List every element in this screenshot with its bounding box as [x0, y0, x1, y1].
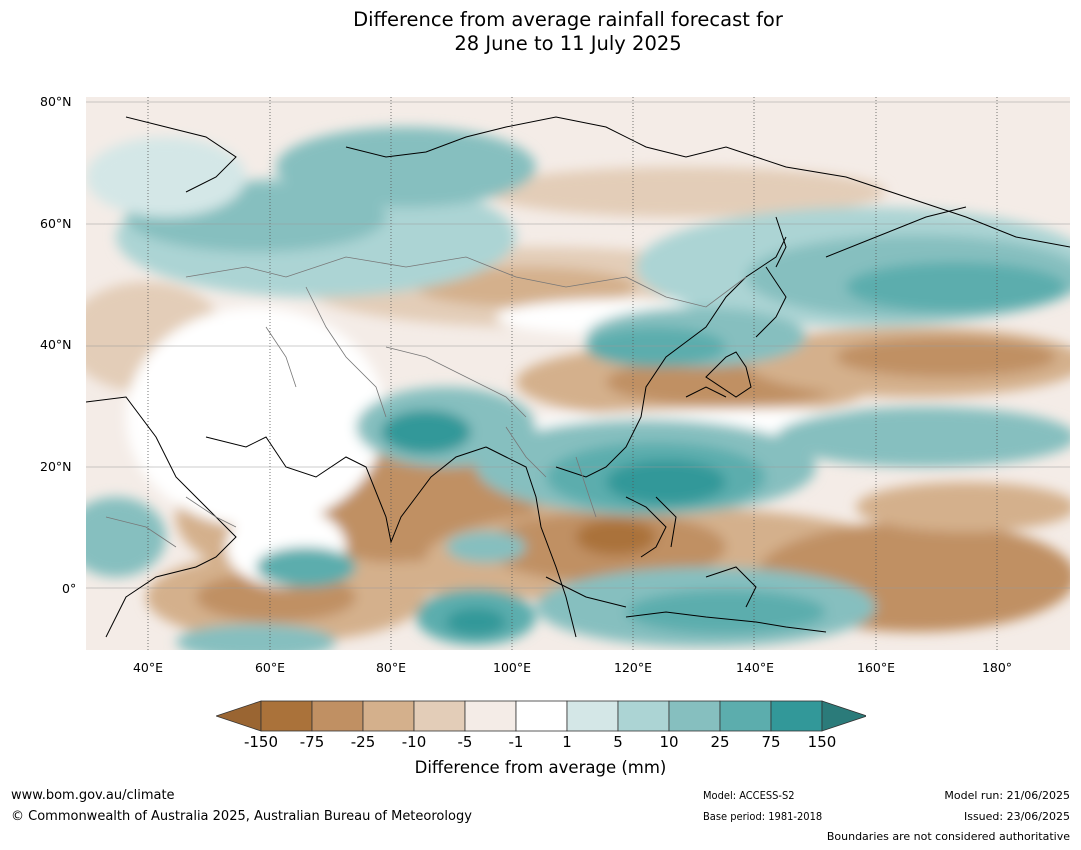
lon-label-60e: 60°E — [254, 660, 286, 675]
anomaly-field — [86, 127, 1070, 650]
coastlines — [86, 116, 1070, 638]
footer-copyright: © Commonwealth of Australia 2025, Austra… — [11, 809, 472, 824]
colorbar-segment — [260, 700, 313, 732]
lon-label-40e: 40°E — [132, 660, 164, 675]
colorbar-segment — [515, 700, 568, 732]
footer-model: Model: ACCESS-S2 — [703, 789, 795, 802]
colorbar-tick-label: 75 — [761, 733, 781, 751]
colorbar-tick-label: -25 — [350, 733, 376, 751]
colorbar-segment — [719, 700, 772, 732]
colorbar-tick-label: -150 — [243, 733, 279, 751]
title-line-2: 28 June to 11 July 2025 — [454, 32, 682, 55]
colorbar-segment — [464, 700, 517, 732]
colorbar-segment — [566, 700, 619, 732]
lon-label-80e: 80°E — [375, 660, 407, 675]
latitude-lines — [86, 101, 1070, 589]
colorbar-extend-high — [821, 700, 866, 732]
colorbar-segment — [311, 700, 364, 732]
footer-url: www.bom.gov.au/climate — [11, 788, 175, 803]
colorbar-extend-low — [216, 700, 262, 732]
lon-label-180: 180° — [981, 660, 1013, 675]
colorbar-segment — [770, 700, 823, 732]
colorbar-tick-label: 1 — [562, 733, 572, 751]
footer-base-period: Base period: 1981-2018 — [703, 810, 823, 823]
map-title: Difference from average rainfall forecas… — [0, 8, 1081, 56]
rainfall-anomaly-map — [86, 97, 1070, 650]
footer-issued: Issued: 23/06/2025 — [963, 810, 1070, 823]
colorbar-segment — [413, 700, 466, 732]
footer-model-run: Model run: 21/06/2025 — [944, 789, 1070, 802]
colorbar-segment — [617, 700, 670, 732]
colorbar-segment — [668, 700, 721, 732]
lon-label-100e: 100°E — [492, 660, 532, 675]
country-borders — [105, 256, 747, 548]
colorbar-label: Difference from average (mm) — [414, 758, 667, 777]
title-line-1: Difference from average rainfall forecas… — [353, 8, 783, 31]
colorbar-tick-label: 25 — [710, 733, 730, 751]
lon-label-120e: 120°E — [613, 660, 653, 675]
colorbar-tick-label: -75 — [299, 733, 325, 751]
lat-label-20n: 20°N — [40, 459, 72, 474]
map-svg — [86, 97, 1070, 650]
lat-label-0: 0° — [62, 581, 77, 596]
colorbar-segment — [362, 700, 415, 732]
map-gridlines — [147, 97, 998, 650]
lat-label-80n: 80°N — [40, 94, 72, 109]
colorbar-tick-label: -10 — [401, 733, 427, 751]
lon-label-140e: 140°E — [735, 660, 775, 675]
colorbar — [216, 700, 866, 732]
lat-label-40n: 40°N — [40, 337, 72, 352]
colorbar-tick-label: 150 — [807, 733, 837, 751]
lon-label-160e: 160°E — [856, 660, 896, 675]
colorbar-tick-label: 5 — [613, 733, 623, 751]
colorbar-tick-label: 10 — [659, 733, 679, 751]
colorbar-tick-label: -5 — [457, 733, 473, 751]
footer-disclaimer: Boundaries are not considered authoritat… — [826, 830, 1070, 843]
colorbar-tick-label: -1 — [508, 733, 524, 751]
lat-label-60n: 60°N — [40, 216, 72, 231]
